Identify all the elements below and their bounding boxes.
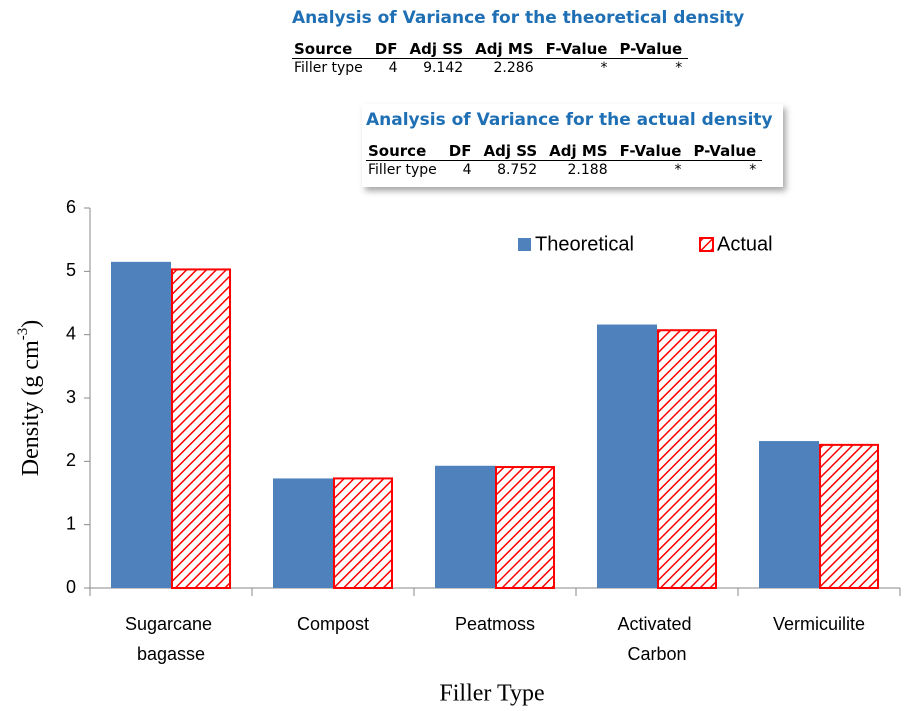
y-tick-label: 4 [66,323,76,343]
bar [273,478,333,588]
anova-table: Analysis of Variance for the actual dens… [362,104,783,187]
y-tick-label: 0 [66,577,76,597]
y-axis-title: Density (g cm-3) [15,320,43,476]
cell: 4 [462,162,472,178]
cell: Filler type [294,60,363,76]
header-cell: DF [442,142,478,161]
header-cell: F-Value [613,142,688,161]
x-axis-title: Filler Type [439,681,544,707]
y-tick-label: 3 [66,387,76,407]
cell: 2.286 [493,60,534,76]
cell: * [749,162,757,178]
cell: 9.142 [423,60,464,76]
table-title: Analysis of Variance for the actual dens… [366,110,773,130]
x-tick-label: Sugarcane bagasse [125,614,217,664]
y-tick-label: 5 [66,260,76,280]
bar [171,268,231,589]
legend-swatch [699,237,714,252]
bar [759,441,819,588]
header-row: Source DF Adj SS Adj MS F-Value P-Value [366,142,763,161]
header-cell: Adj SS [477,142,544,161]
cell: * [675,60,683,76]
table: Source DF Adj SS Adj MS F-Value P-Value Filler… [292,40,689,78]
table-title: Analysis of Variance for the theoretical… [292,8,745,28]
header-cell: P-Value [687,142,763,161]
legend-swatch [518,238,531,251]
header-cell: Adj MS [543,142,614,161]
header-cell: Source [292,40,369,59]
y-axis-title-part: -3 [15,328,31,341]
header-cell: F-Value [539,40,614,59]
cell: Filler type [368,162,437,178]
cell: * [674,162,682,178]
bar [819,443,879,589]
bar [111,261,171,588]
cell: * [600,60,608,76]
bar [657,329,717,589]
y-tick-label: 2 [66,450,76,470]
cell: 8.752 [497,162,538,178]
y-tick-label: 1 [66,513,76,533]
header-cell: Adj MS [469,40,540,59]
y-tick-label: 6 [66,197,76,217]
header-cell: DF [368,40,404,59]
bar [333,477,393,589]
bar [495,466,555,589]
x-tick-label: Peatmoss [455,614,535,634]
header-cell: Source [366,142,443,161]
header-cell: P-Value [613,40,689,59]
x-tick-label: Vermicuilite [773,614,865,634]
x-tick-label: Activated Carbon [617,614,696,664]
y-axis-title-part: ) [18,320,44,328]
header-row: Source DF Adj SS Adj MS F-Value P-Value [292,40,689,59]
cell: 4 [388,60,398,76]
x-tick-label: Compost [297,614,369,634]
cell: 2.188 [567,162,608,178]
bar [435,465,495,588]
table: Source DF Adj SS Adj MS F-Value P-Value Filler… [366,142,763,180]
legend-label: Theoretical [535,233,634,255]
bar [597,324,657,588]
legend-label: Actual [717,233,773,255]
header-cell: Adj SS [403,40,470,59]
anova-table: Analysis of Variance for the theoretical… [292,8,745,78]
y-axis-title-part: Density (g cm [18,340,44,476]
row: Filler type 4 9.142 2.286 * * [292,59,688,78]
row: Filler type 4 8.752 2.188 * * [366,161,762,180]
